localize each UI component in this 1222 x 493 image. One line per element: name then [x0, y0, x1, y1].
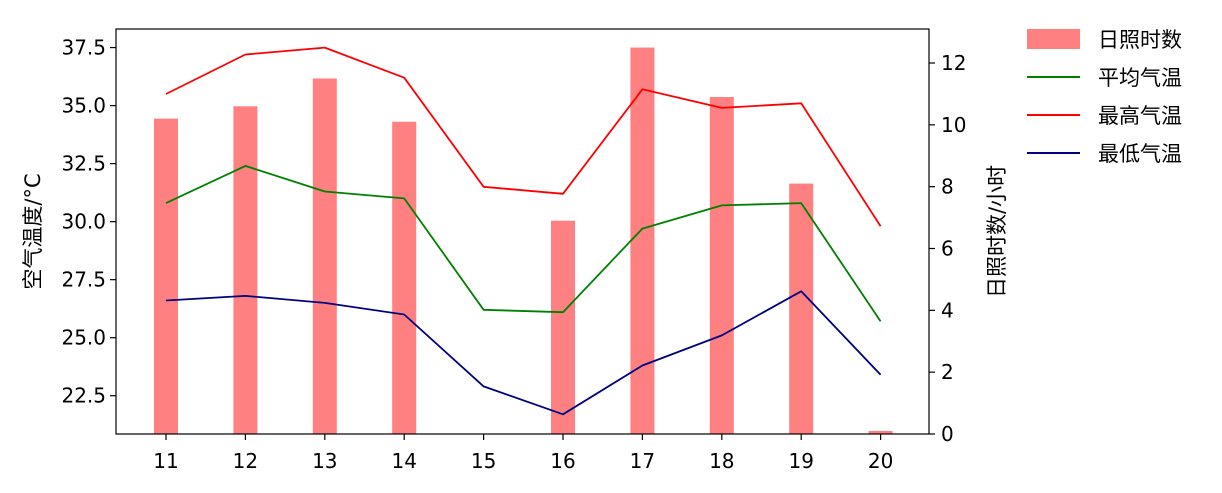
- legend-swatch-sunshine: [1027, 29, 1080, 49]
- legend-label-avg-temp: 平均气温: [1098, 66, 1182, 90]
- legend-label-sunshine: 日照时数: [1098, 28, 1182, 52]
- x-tick-label: 20: [868, 449, 893, 473]
- bar-sunshine-17: [630, 47, 655, 434]
- line-max-temp: [165, 46, 882, 227]
- bar-sunshine-11: [154, 118, 178, 434]
- x-tick-label: 16: [550, 449, 575, 473]
- y2-tick-label: 10: [941, 113, 966, 137]
- y2-axis-label: 日照时数/小时: [985, 165, 1009, 298]
- y2-tick-label: 0: [941, 422, 954, 446]
- x-tick-label: 15: [471, 449, 496, 473]
- x-tick-label: 19: [788, 449, 813, 473]
- y-tick-label: 30.0: [61, 210, 106, 234]
- y-axis-label: 空气温度/°C: [21, 173, 45, 289]
- y2-tick-label: 12: [941, 51, 966, 75]
- y-tick-label: 32.5: [61, 152, 106, 176]
- legend-label-max-temp: 最高气温: [1098, 104, 1182, 128]
- line-min-temp: [165, 290, 882, 416]
- bar-sunshine-20: [868, 430, 893, 434]
- y-tick-label: 35.0: [61, 94, 106, 118]
- bar-sunshine-16: [551, 220, 575, 434]
- y-tick-label: 25.0: [61, 326, 106, 350]
- x-tick-label: 17: [630, 449, 655, 473]
- x-tick-label: 11: [153, 449, 178, 473]
- line-avg-temp: [165, 164, 882, 322]
- plot-frame: [115, 28, 930, 435]
- x-tick-label: 12: [233, 449, 258, 473]
- bar-sunshine-12: [233, 106, 258, 435]
- x-tick-label: 18: [709, 449, 734, 473]
- y-tick-label: 37.5: [61, 36, 106, 60]
- bar-sunshine-18: [709, 97, 734, 435]
- y-tick-label: 22.5: [61, 384, 106, 408]
- y-tick-label: 27.5: [61, 268, 106, 292]
- y2-tick-label: 2: [941, 360, 954, 384]
- x-tick-label: 13: [312, 449, 337, 473]
- x-tick-label: 14: [391, 449, 416, 473]
- legend-label-min-temp: 最低气温: [1098, 142, 1182, 166]
- y2-tick-label: 6: [941, 237, 954, 261]
- y2-tick-label: 4: [941, 298, 954, 322]
- y2-tick-label: 8: [941, 175, 954, 199]
- bar-sunshine-14: [392, 121, 417, 434]
- bar-sunshine-13: [312, 78, 337, 435]
- bar-sunshine-19: [789, 183, 814, 434]
